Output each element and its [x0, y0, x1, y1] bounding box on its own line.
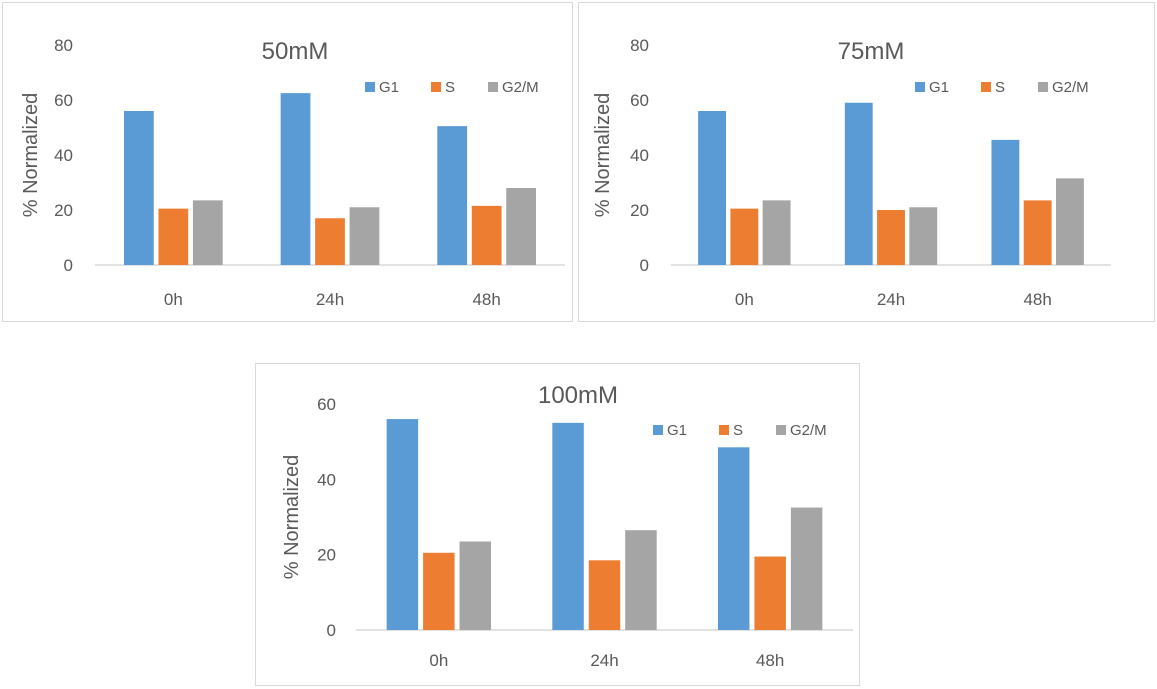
chart-2-bar-g2-m-48h [790, 507, 823, 630]
chart-0-x-tick-label: 24h [316, 290, 344, 309]
chart-0-legend-swatch-g1 [365, 82, 375, 92]
chart-0-legend-swatch-s [431, 82, 441, 92]
chart-2-bar-g2-m-0h [459, 541, 492, 630]
chart-2-legend-swatch-s [719, 425, 729, 435]
chart-1-legend-label-s: S [995, 79, 1005, 96]
chart-1-bar-g2-m-48h [1056, 178, 1084, 265]
chart-1-y-tick-label: 40 [630, 146, 649, 165]
bar-chart-75mM: 75mM % Normalized 0 20 40 60 80 0h 24h 48h G1 S G2/M [592, 36, 1111, 309]
chart-1-legend-swatch-s [981, 82, 991, 92]
chart-0-y-tick-label: 80 [54, 36, 73, 55]
chart-2-legend-swatch-g1 [653, 425, 663, 435]
chart-1-y-axis-label: % Normalized [592, 93, 614, 217]
chart-2-y-axis-label: % Normalized [281, 455, 303, 579]
chart-0-bar-g1-48h [437, 126, 468, 265]
chart-0-legend-label-s: S [445, 79, 455, 96]
chart-1-bar-g1-48h [991, 139, 1020, 265]
chart-0-y-tick-label: 40 [54, 146, 73, 165]
chart-0-bar-g2-m-24h [349, 207, 380, 265]
chart-0-legend-label-g1: G1 [379, 79, 399, 96]
chart-0-y-tick-label: 0 [64, 256, 73, 275]
chart-1-legend-label-g1: G1 [929, 79, 949, 96]
chart-1-bar-g2-m-0h [762, 200, 791, 265]
chart-1-legend-label-g2-m: G2/M [1052, 79, 1089, 96]
chart-1-bar-s-0h [730, 208, 759, 265]
chart-2-y-tick-label: 40 [317, 470, 336, 489]
chart-2-y-tick-label: 0 [327, 621, 336, 640]
chart-2-x-tick-label: 0h [429, 651, 448, 670]
chart-1-y-tick-label: 0 [640, 256, 649, 275]
chart-2-title: 100mM [538, 382, 618, 409]
chart-0-legend-swatch-g2-m [488, 82, 498, 92]
chart-1-x-tick-label: 24h [877, 290, 905, 309]
chart-0-bar-g2-m-48h [506, 188, 537, 265]
chart-2-bar-g2-m-24h [625, 530, 657, 630]
chart-2-bar-g1-0h [386, 419, 419, 630]
chart-1-legend-swatch-g2-m [1038, 82, 1048, 92]
chart-1-title: 75mM [838, 38, 905, 65]
chart-0-bar-g1-0h [123, 111, 154, 265]
chart-2-bar-g1-24h [552, 422, 584, 630]
chart-2-bar-s-48h [754, 556, 786, 630]
chart-0-y-tick-label: 60 [54, 91, 73, 110]
chart-panel-100mM: 100mM % Normalized 0 20 40 60 0h 24h 48h G1 S G2/M [255, 363, 860, 686]
chart-1-bar-s-24h [877, 210, 905, 265]
chart-0-x-tick-label: 0h [164, 290, 183, 309]
chart-1-x-tick-label: 0h [735, 290, 754, 309]
chart-2-x-tick-label: 48h [756, 651, 784, 670]
chart-1-y-tick-label: 60 [630, 91, 649, 110]
chart-1-bar-g1-24h [844, 102, 873, 265]
chart-1-x-tick-label: 48h [1023, 290, 1051, 309]
chart-0-y-axis-label: % Normalized [20, 93, 42, 217]
chart-2-legend-swatch-g2-m [776, 425, 786, 435]
chart-0-y-tick-label: 20 [54, 201, 73, 220]
chart-0-bar-s-24h [315, 218, 345, 265]
chart-2-legend-label-g1: G1 [667, 422, 687, 439]
chart-panel-50mM: 50mM % Normalized 0 20 40 60 80 0h 24h 48h G1 S G2/M [2, 2, 573, 322]
chart-1-bar-g2-m-24h [909, 207, 938, 265]
chart-2-legend-label-g2-m: G2/M [790, 422, 827, 439]
chart-1-bar-g1-0h [698, 111, 726, 265]
chart-panel-75mM: 75mM % Normalized 0 20 40 60 80 0h 24h 48h G1 S G2/M [578, 2, 1155, 322]
chart-2-x-tick-label: 24h [590, 651, 618, 670]
chart-0-title: 50mM [262, 38, 329, 65]
bar-chart-100mM: 100mM % Normalized 0 20 40 60 0h 24h 48h G1 S G2/M [281, 382, 853, 670]
chart-0-x-tick-label: 48h [472, 290, 500, 309]
chart-0-legend-label-g2-m: G2/M [502, 79, 539, 96]
chart-0-bar-s-48h [471, 205, 502, 265]
chart-1-y-tick-label: 80 [630, 36, 649, 55]
chart-1-bar-s-48h [1023, 200, 1052, 265]
chart-2-legend-label-s: S [733, 422, 743, 439]
chart-1-y-tick-label: 20 [630, 201, 649, 220]
chart-2-bar-g1-48h [717, 447, 750, 630]
chart-1-legend-swatch-g1 [915, 82, 925, 92]
chart-2-y-tick-label: 60 [317, 395, 336, 414]
chart-2-bar-s-0h [423, 552, 455, 630]
chart-0-bar-s-0h [158, 208, 189, 265]
chart-2-y-tick-label: 20 [317, 546, 336, 565]
chart-0-bar-g2-m-0h [192, 200, 223, 265]
chart-0-bar-g1-24h [280, 93, 311, 265]
bar-chart-50mM: 50mM % Normalized 0 20 40 60 80 0h 24h 48h G1 S G2/M [20, 36, 565, 309]
chart-2-bar-s-24h [588, 560, 621, 630]
